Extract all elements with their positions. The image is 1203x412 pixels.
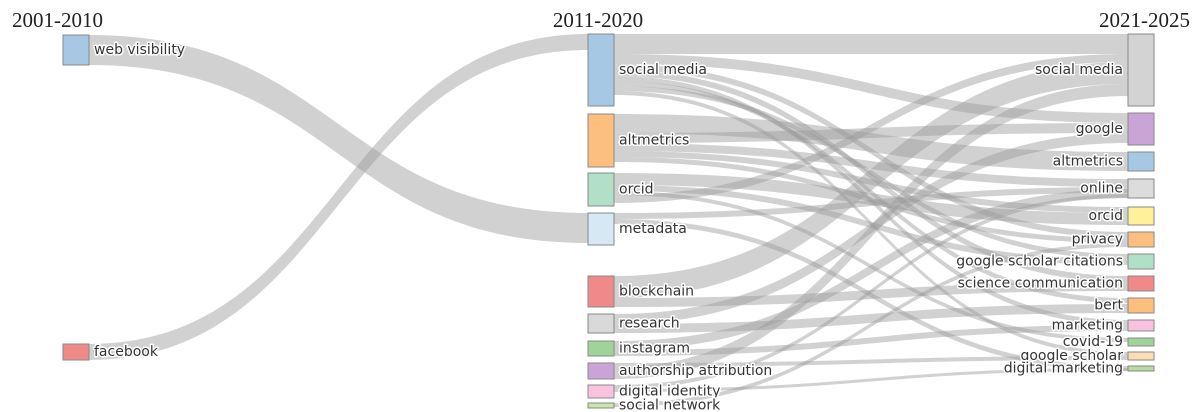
link	[89, 34, 588, 360]
link	[614, 133, 1128, 324]
link	[614, 81, 1128, 303]
node	[587, 362, 615, 380]
node	[587, 313, 615, 334]
link	[614, 191, 1128, 342]
node-label: social network	[619, 398, 721, 412]
column-title: 2011-2020	[553, 8, 643, 32]
node	[1127, 206, 1155, 226]
node	[587, 402, 615, 409]
link	[614, 84, 1128, 379]
link	[614, 356, 1128, 367]
link	[614, 304, 1128, 333]
link	[614, 173, 1128, 225]
link	[614, 325, 1128, 356]
node	[1127, 33, 1155, 107]
node	[587, 340, 615, 357]
node	[1127, 275, 1155, 292]
node	[587, 275, 615, 308]
node	[1127, 297, 1155, 314]
links	[89, 34, 1128, 407]
node-label: web visibility	[94, 42, 185, 58]
link	[614, 34, 1128, 54]
node-label: authorship attribution	[619, 363, 772, 379]
nodes: 2001-2010 web visibility facebook 2011-2020…	[12, 8, 1190, 412]
node-label: social media	[619, 62, 707, 78]
link	[89, 35, 588, 243]
link	[614, 62, 1128, 298]
column-title: 2001-2010	[12, 8, 103, 32]
link	[614, 282, 1128, 307]
node	[1127, 337, 1155, 347]
column-title: 2021-2025	[1099, 8, 1190, 32]
node	[62, 343, 90, 361]
node-label: online	[1080, 181, 1123, 197]
link	[614, 91, 1128, 356]
link	[614, 151, 1128, 213]
node-label: altmetrics	[619, 133, 689, 149]
link	[614, 54, 1128, 203]
link	[614, 76, 1128, 325]
node	[587, 172, 615, 207]
node-label: metadata	[619, 221, 687, 237]
node	[587, 384, 615, 399]
node-label: bert	[1094, 298, 1123, 314]
node	[1127, 151, 1155, 172]
node-label: altmetrics	[1053, 154, 1123, 170]
node	[587, 33, 615, 107]
node	[1127, 365, 1155, 372]
link	[614, 189, 1128, 350]
node	[1127, 112, 1155, 146]
node-label: facebook	[94, 344, 159, 360]
node-label: google	[1076, 121, 1123, 137]
link	[614, 54, 1128, 123]
node-label: google scholar	[1020, 348, 1123, 364]
node	[62, 34, 90, 66]
link	[614, 368, 1128, 392]
link	[614, 143, 1128, 187]
node-label: google scholar citations	[956, 254, 1123, 270]
node	[1127, 351, 1155, 361]
node	[1127, 253, 1155, 270]
node-label: privacy	[1072, 232, 1123, 248]
node-label: orcid	[619, 182, 654, 198]
node	[1127, 231, 1155, 248]
node-label: orcid	[1089, 208, 1124, 224]
link	[614, 64, 1128, 238]
node	[1127, 178, 1155, 199]
link	[614, 114, 1128, 171]
node-label: social media	[1035, 62, 1123, 78]
node	[587, 113, 615, 168]
link	[614, 194, 1128, 389]
link	[614, 187, 1128, 219]
node	[1127, 319, 1155, 332]
node	[587, 212, 615, 246]
link	[614, 219, 1128, 371]
link	[614, 70, 1128, 282]
node-label: blockchain	[619, 284, 694, 300]
node-label: instagram	[619, 341, 690, 357]
link	[614, 86, 1128, 259]
link	[614, 123, 1128, 143]
link	[614, 185, 1128, 265]
node-label: science communication	[958, 276, 1123, 292]
node-label: marketing	[1052, 318, 1123, 334]
node-label: research	[619, 316, 680, 332]
link	[614, 157, 1128, 243]
link	[614, 243, 1128, 407]
node-label: digital identity	[619, 384, 720, 400]
node-label: digital marketing	[1004, 361, 1123, 377]
node-label: covid-19	[1063, 334, 1123, 350]
